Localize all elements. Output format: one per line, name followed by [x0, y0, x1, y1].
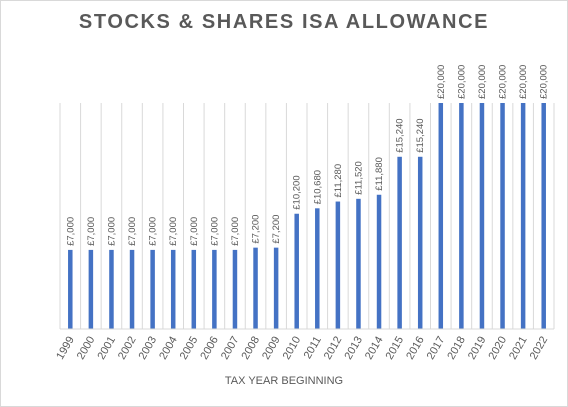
bar-2004 [170, 249, 176, 329]
x-tick-2019: 2019 [466, 335, 489, 362]
bar-2007 [232, 249, 238, 329]
x-tick-2013: 2013 [342, 335, 365, 362]
x-tick-1999: 1999 [54, 335, 77, 362]
data-label-2020: £20,000 [498, 65, 509, 99]
data-label-2021: £20,000 [518, 65, 529, 99]
data-label-2011: £10,680 [312, 170, 323, 204]
bar-2008 [253, 247, 258, 329]
bar-2019 [479, 103, 485, 329]
x-tick-2004: 2004 [157, 335, 180, 362]
x-tick-2005: 2005 [178, 335, 201, 362]
chart-title: STOCKS & SHARES ISA ALLOWANCE [78, 11, 490, 33]
x-tick-2016: 2016 [404, 335, 427, 362]
data-label-2004: £7,000 [168, 217, 179, 246]
data-label-2001: £7,000 [106, 217, 117, 246]
x-tick-2018: 2018 [445, 335, 468, 362]
data-label-2006: £7,000 [209, 217, 220, 246]
x-tick-2006: 2006 [198, 335, 221, 362]
x-axis-title: TAX YEAR BEGINNING [224, 375, 344, 387]
bar-2018 [459, 103, 464, 329]
bar-2009 [273, 247, 279, 329]
x-tick-2001: 2001 [95, 335, 118, 362]
data-labels: £7,000 £7,000 £7,000 £7,000 £7,000 £7,000 £7,0… [65, 65, 549, 246]
bars [68, 103, 546, 329]
data-label-2018: £20,000 [456, 65, 467, 99]
bar-2001 [109, 249, 114, 329]
data-label-2002: £7,000 [127, 217, 138, 246]
x-tick-2003: 2003 [137, 335, 160, 362]
x-tick-2011: 2011 [302, 335, 324, 361]
bar-2012 [335, 201, 341, 329]
x-tick-labels: 1999200020012002200320042005200620072008… [54, 335, 550, 362]
bar-2013 [356, 198, 361, 329]
data-label-2013: £11,520 [353, 161, 364, 195]
data-label-2010: £10,200 [292, 175, 303, 209]
bar-2003 [150, 249, 155, 329]
bar-2011 [315, 208, 320, 329]
x-tick-2014: 2014 [363, 335, 386, 362]
bar-2010 [294, 213, 299, 329]
bar-2022 [541, 103, 546, 329]
data-label-2017: £20,000 [436, 65, 447, 99]
data-label-2003: £7,000 [148, 217, 159, 246]
bar-2017 [438, 103, 444, 329]
x-tick-2008: 2008 [240, 335, 263, 362]
data-label-2000: £7,000 [86, 217, 97, 246]
bar-2005 [191, 249, 197, 329]
data-label-2022: £20,000 [539, 65, 550, 99]
x-tick-2012: 2012 [322, 335, 345, 362]
x-tick-2022: 2022 [528, 335, 551, 362]
bar-2000 [88, 249, 94, 329]
data-label-2019: £20,000 [477, 65, 488, 99]
data-label-2016: £15,240 [415, 118, 426, 152]
data-label-2012: £11,280 [333, 164, 344, 198]
data-label-2008: £7,200 [251, 215, 262, 244]
bar-2014 [376, 194, 382, 329]
bar-2015 [397, 156, 402, 329]
gridlines [59, 103, 555, 329]
x-tick-2010: 2010 [281, 335, 304, 362]
bar-2020 [500, 103, 505, 329]
x-tick-2007: 2007 [219, 335, 242, 362]
data-label-2015: £15,240 [395, 118, 406, 152]
x-tick-2000: 2000 [75, 335, 98, 362]
bar-2016 [417, 156, 423, 329]
x-tick-2009: 2009 [260, 335, 283, 362]
data-label-2014: £11,880 [374, 157, 385, 191]
data-label-2009: £7,200 [271, 215, 282, 244]
bar-1999 [68, 249, 73, 329]
data-label-1999: £7,000 [65, 217, 76, 246]
data-label-2005: £7,000 [189, 217, 200, 246]
x-tick-2015: 2015 [384, 335, 407, 362]
x-tick-2017: 2017 [425, 335, 448, 362]
x-tick-2002: 2002 [116, 335, 139, 362]
x-tick-2021: 2021 [507, 335, 530, 362]
data-label-2007: £7,000 [230, 217, 241, 246]
bar-2021 [520, 103, 526, 329]
x-tick-2020: 2020 [487, 335, 510, 362]
bar-2006 [212, 249, 217, 329]
bar-2002 [129, 249, 135, 329]
